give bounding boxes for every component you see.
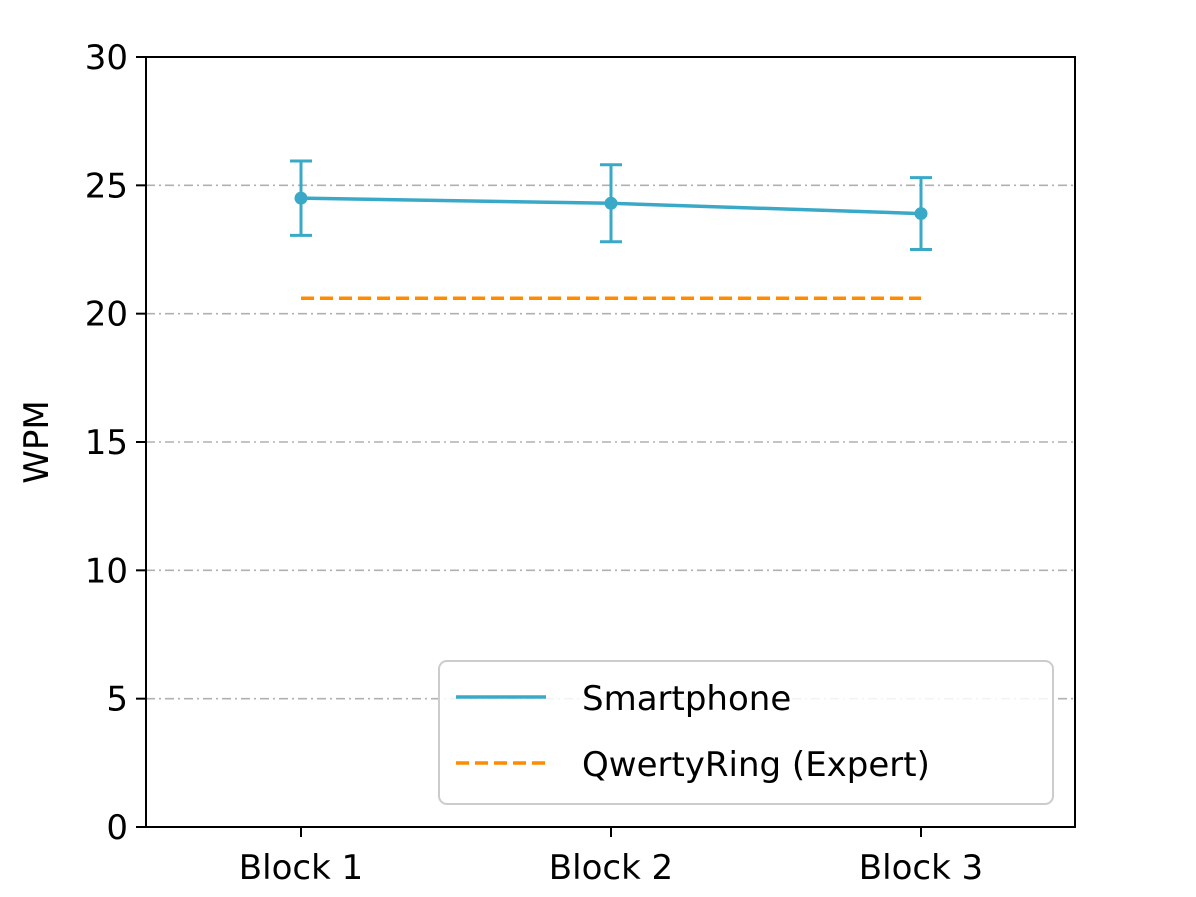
y-tick-label: 10 (85, 551, 128, 591)
y-tick-label: 5 (106, 680, 128, 720)
legend: Smartphone QwertyRing (Expert) (438, 660, 1054, 805)
y-tick-label: 0 (106, 808, 128, 848)
y-tick-label: 25 (85, 166, 128, 206)
y-tick-label: 20 (85, 295, 128, 335)
legend-label-qwertyring: QwertyRing (Expert) (582, 745, 930, 785)
legend-box (438, 660, 1054, 805)
y-axis-label: WPM (17, 400, 57, 483)
x-tick-label: Block 1 (239, 848, 363, 888)
legend-label-smartphone: Smartphone (582, 679, 791, 719)
y-tick-label: 15 (85, 423, 128, 463)
axes: 0 5 10 15 20 25 30 Block 1 Block 2 Block 3 (85, 38, 983, 888)
x-tick-label: Block 3 (859, 848, 983, 888)
data-point-smartphone (604, 196, 618, 210)
series-layer (290, 159, 932, 301)
data-point-smartphone (914, 207, 928, 221)
x-tick-label: Block 2 (549, 848, 673, 888)
y-tick-label: 30 (85, 38, 128, 78)
data-point-smartphone (294, 191, 308, 205)
gridlines (146, 184, 1075, 700)
